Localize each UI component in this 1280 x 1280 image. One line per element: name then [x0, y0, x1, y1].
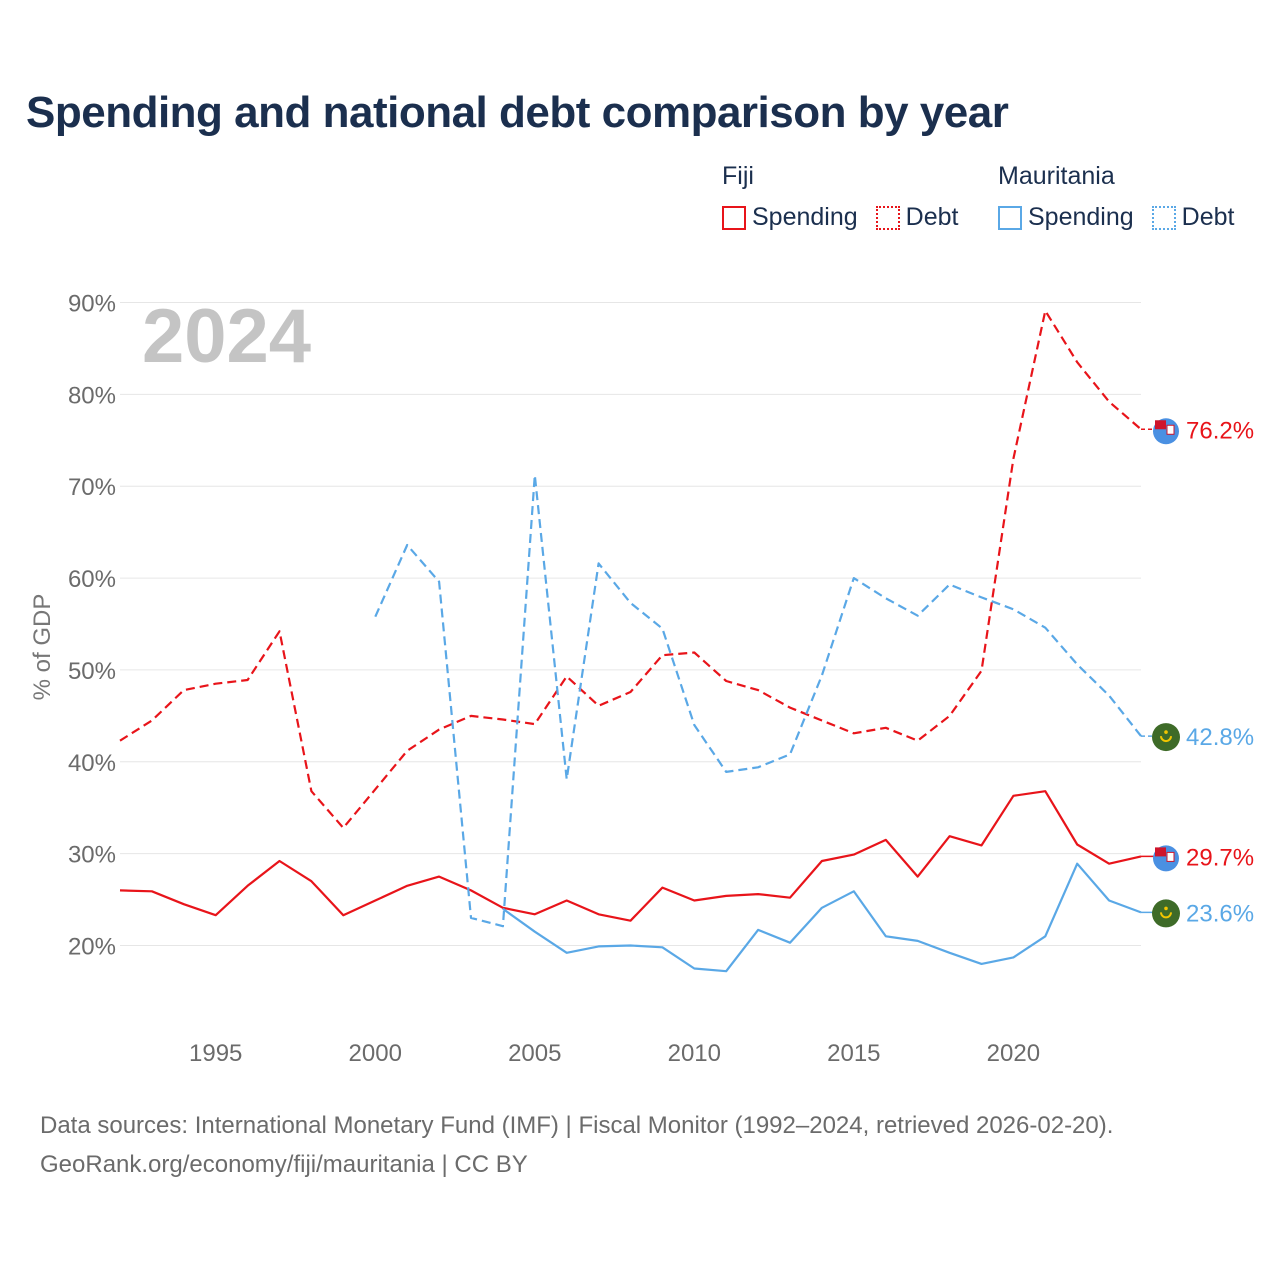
legend-country-mauritania: Mauritania — [998, 162, 1115, 190]
legend-label: Debt — [905, 203, 959, 231]
year-watermark: 2024 — [142, 294, 311, 379]
legend-group-fiji: Fiji Spending Debt — [722, 162, 958, 232]
mauritania-crescent — [1160, 912, 1172, 919]
y-tick-label: 50% — [68, 658, 116, 685]
fiji-flag-canton — [1155, 420, 1166, 430]
end-marker: 29.7% — [1141, 844, 1254, 872]
series-line-mauritania-debt — [374, 474, 1142, 928]
end-markers: 76.2% 29.7% 42.8% 23.6% — [1141, 417, 1254, 928]
legend-swatch-solid — [998, 205, 1022, 230]
series-line-fiji-debt — [119, 309, 1142, 830]
end-marker: 23.6% — [1141, 899, 1254, 928]
mauritania-crescent — [1160, 735, 1172, 742]
y-tick-label: 60% — [68, 566, 116, 593]
mauritania-star — [1164, 730, 1168, 734]
footer-source: Data sources: International Monetary Fun… — [40, 1112, 1114, 1139]
footer: Data sources: International Monetary Fun… — [40, 1106, 1113, 1184]
series-lines — [119, 309, 1142, 973]
end-value-label: 23.6% — [1186, 900, 1254, 927]
x-tick-label: 2015 — [827, 1040, 880, 1067]
fiji-flag-shield — [1166, 424, 1175, 435]
x-tick-label: 2005 — [508, 1040, 561, 1067]
x-tick-label: 2000 — [349, 1040, 402, 1067]
footer-link[interactable]: GeoRank.org/economy/fiji/mauritania | CC… — [40, 1151, 528, 1178]
x-axis-ticks: 1995 2000 2005 2010 2015 2020 — [189, 1040, 1040, 1067]
y-tick-label: 40% — [68, 750, 116, 777]
x-tick-label: 2010 — [668, 1040, 721, 1067]
y-tick-label: 90% — [68, 291, 116, 318]
end-value-label: 29.7% — [1186, 844, 1254, 871]
legend-item-mauritania-spending[interactable]: Spending — [998, 203, 1134, 232]
fiji-flag-shield — [1166, 851, 1175, 862]
series-line-fiji-spending — [119, 790, 1142, 922]
legend-swatch-solid — [722, 205, 746, 230]
y-tick-label: 20% — [68, 934, 116, 961]
line-chart: 20% 30% 40% 50% 60% 70% 80% 90% 1995 2000 2005 201… — [29, 291, 1254, 1068]
x-tick-label: 1995 — [189, 1040, 242, 1067]
mauritania-flag-icon — [1152, 899, 1180, 928]
end-value-label: 42.8% — [1186, 724, 1254, 751]
legend-item-fiji-spending[interactable]: Spending — [722, 203, 858, 232]
fiji-flag-canton — [1155, 847, 1166, 857]
legend-swatch-dotted — [1151, 205, 1176, 230]
end-value-label: 76.2% — [1186, 417, 1254, 444]
chart-title: Spending and national debt comparison by… — [26, 88, 1009, 137]
mauritania-flag-icon — [1152, 723, 1180, 752]
series-line-mauritania-spending — [502, 862, 1142, 973]
end-marker: 42.8% — [1141, 723, 1254, 752]
legend-label: Spending — [1028, 203, 1134, 231]
legend-group-mauritania: Mauritania Spending Debt — [998, 162, 1234, 232]
y-tick-label: 30% — [68, 842, 116, 869]
x-tick-label: 2020 — [987, 1040, 1040, 1067]
y-tick-label: 70% — [68, 474, 116, 501]
y-tick-label: 80% — [68, 382, 116, 409]
end-marker: 76.2% — [1141, 417, 1254, 445]
y-axis-label: % of GDP — [29, 594, 56, 701]
mauritania-star — [1164, 906, 1168, 911]
legend-country-fiji: Fiji — [722, 162, 754, 190]
y-axis-ticks: 20% 30% 40% 50% 60% 70% 80% 90% — [68, 291, 116, 961]
legend-label: Spending — [752, 203, 858, 231]
legend-item-fiji-debt[interactable]: Debt — [875, 203, 959, 232]
legend-label: Debt — [1181, 203, 1235, 231]
legend-item-mauritania-debt[interactable]: Debt — [1151, 203, 1235, 232]
legend-swatch-dotted — [875, 205, 900, 230]
